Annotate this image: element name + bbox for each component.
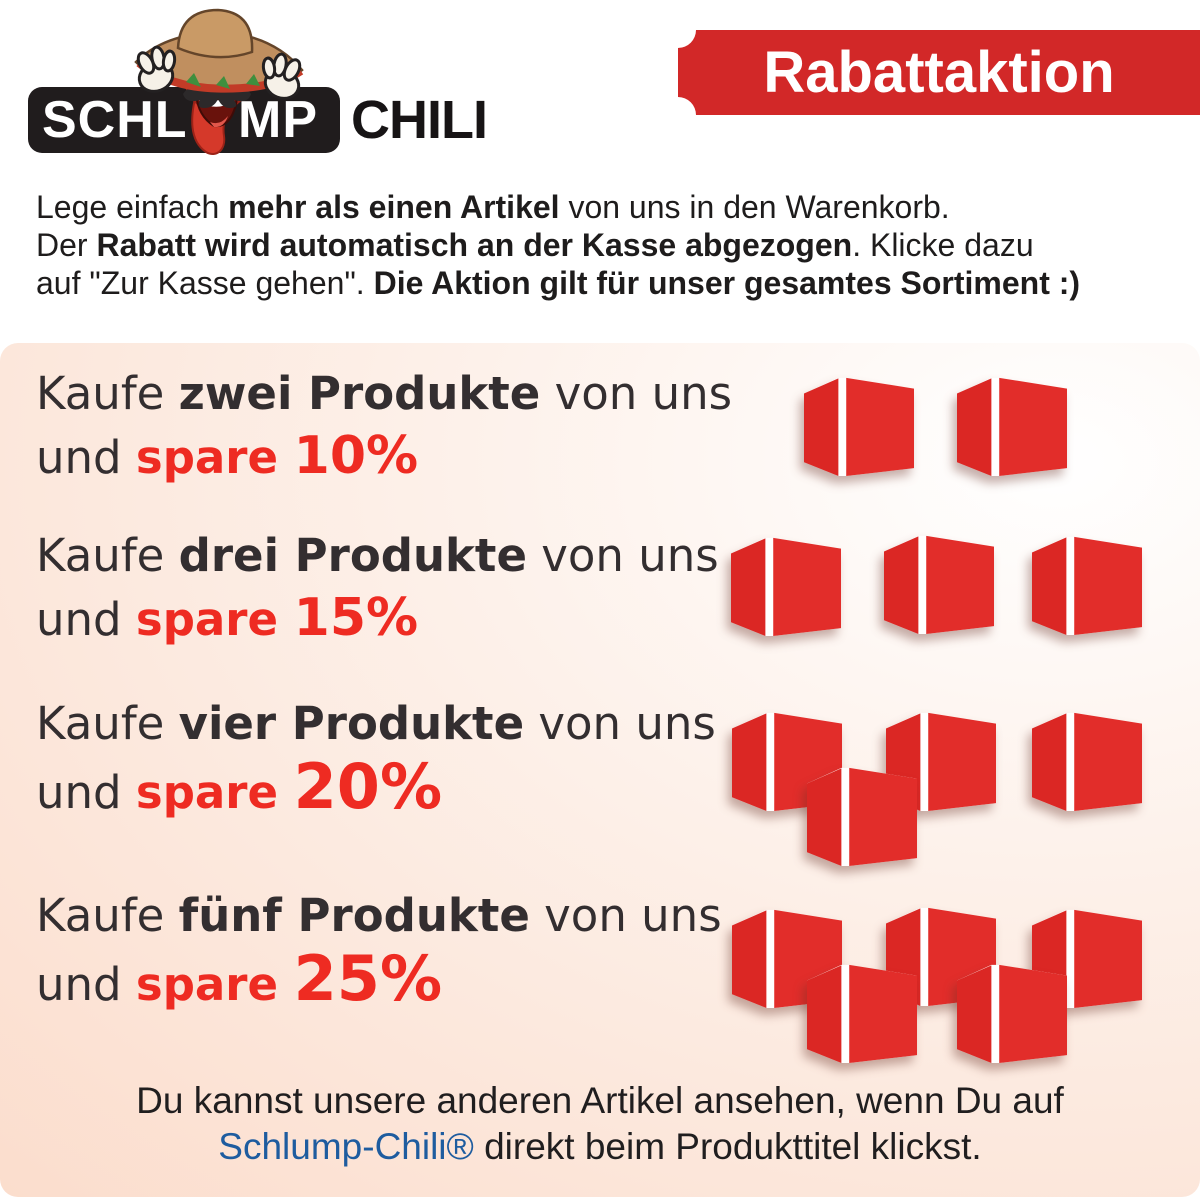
product-box-icon bbox=[807, 767, 917, 867]
tier-5-products: Kaufe fünf Produkte von uns und spare 25… bbox=[36, 884, 722, 1016]
footer-line-2: Schlump-Chili® direkt beim Produkttitel … bbox=[218, 1126, 982, 1167]
tier-3-products: Kaufe drei Produkte von uns und spare 15… bbox=[36, 524, 719, 651]
tier-4-products: Kaufe vier Produkte von uns und spare 20… bbox=[36, 692, 716, 824]
banner-ribbon-shape bbox=[678, 30, 1200, 115]
logo-text-chili: CHILI bbox=[351, 90, 488, 150]
product-box-icon bbox=[804, 377, 914, 477]
tier-2-products: Kaufe zwei Produkte von uns und spare 10… bbox=[36, 362, 732, 489]
banner-title: Rabattaktion bbox=[763, 40, 1115, 105]
footer-note: Du kannst unsere anderen Artikel ansehen… bbox=[0, 1078, 1200, 1170]
discount-panel: Kaufe zwei Produkte von uns und spare 10… bbox=[0, 343, 1200, 1197]
intro-paragraph: Lege einfach mehr als einen Artikel von … bbox=[36, 188, 1176, 302]
footer-line-1: Du kannst unsere anderen Artikel ansehen… bbox=[136, 1080, 1064, 1121]
product-box-icon bbox=[957, 964, 1067, 1064]
product-box-icon bbox=[731, 537, 841, 637]
product-box-icon bbox=[1032, 712, 1142, 812]
product-box-icon bbox=[807, 964, 917, 1064]
discount-banner: Rabattaktion bbox=[0, 0, 1200, 160]
tier-heading: Kaufe zwei Produkte von uns bbox=[36, 367, 733, 420]
intro-line-2: Der Rabatt wird automatisch an der Kasse… bbox=[36, 227, 1034, 263]
tier-discount: und spare 15% bbox=[36, 588, 419, 648]
logo-text-mp: MP bbox=[238, 91, 318, 149]
box-cluster-3 bbox=[700, 518, 1200, 658]
intro-line-3: auf "Zur Kasse gehen". Die Aktion gilt f… bbox=[36, 265, 1081, 301]
product-box-icon bbox=[1032, 536, 1142, 636]
tier-discount: und spare 10% bbox=[36, 426, 419, 486]
brand-link[interactable]: Schlump-Chili® bbox=[218, 1126, 474, 1167]
tier-heading: Kaufe vier Produkte von uns bbox=[36, 697, 716, 750]
chili-mascot-icon bbox=[134, 8, 304, 155]
tier-heading: Kaufe drei Produkte von uns bbox=[36, 529, 719, 582]
tier-discount: und spare 20% bbox=[36, 750, 443, 823]
box-cluster-5 bbox=[700, 888, 1200, 1078]
logo-text-schl: SCHL bbox=[42, 91, 188, 149]
product-box-icon bbox=[884, 535, 994, 635]
tier-heading: Kaufe fünf Produkte von uns bbox=[36, 889, 722, 942]
box-cluster-2 bbox=[700, 358, 1200, 498]
tier-discount: und spare 25% bbox=[36, 942, 443, 1015]
box-cluster-4 bbox=[700, 693, 1200, 883]
intro-line-1: Lege einfach mehr als einen Artikel von … bbox=[36, 189, 950, 225]
product-box-icon bbox=[957, 377, 1067, 477]
